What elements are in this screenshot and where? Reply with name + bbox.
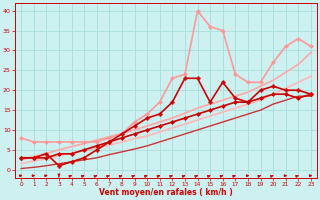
- X-axis label: Vent moyen/en rafales ( km/h ): Vent moyen/en rafales ( km/h ): [99, 188, 233, 197]
